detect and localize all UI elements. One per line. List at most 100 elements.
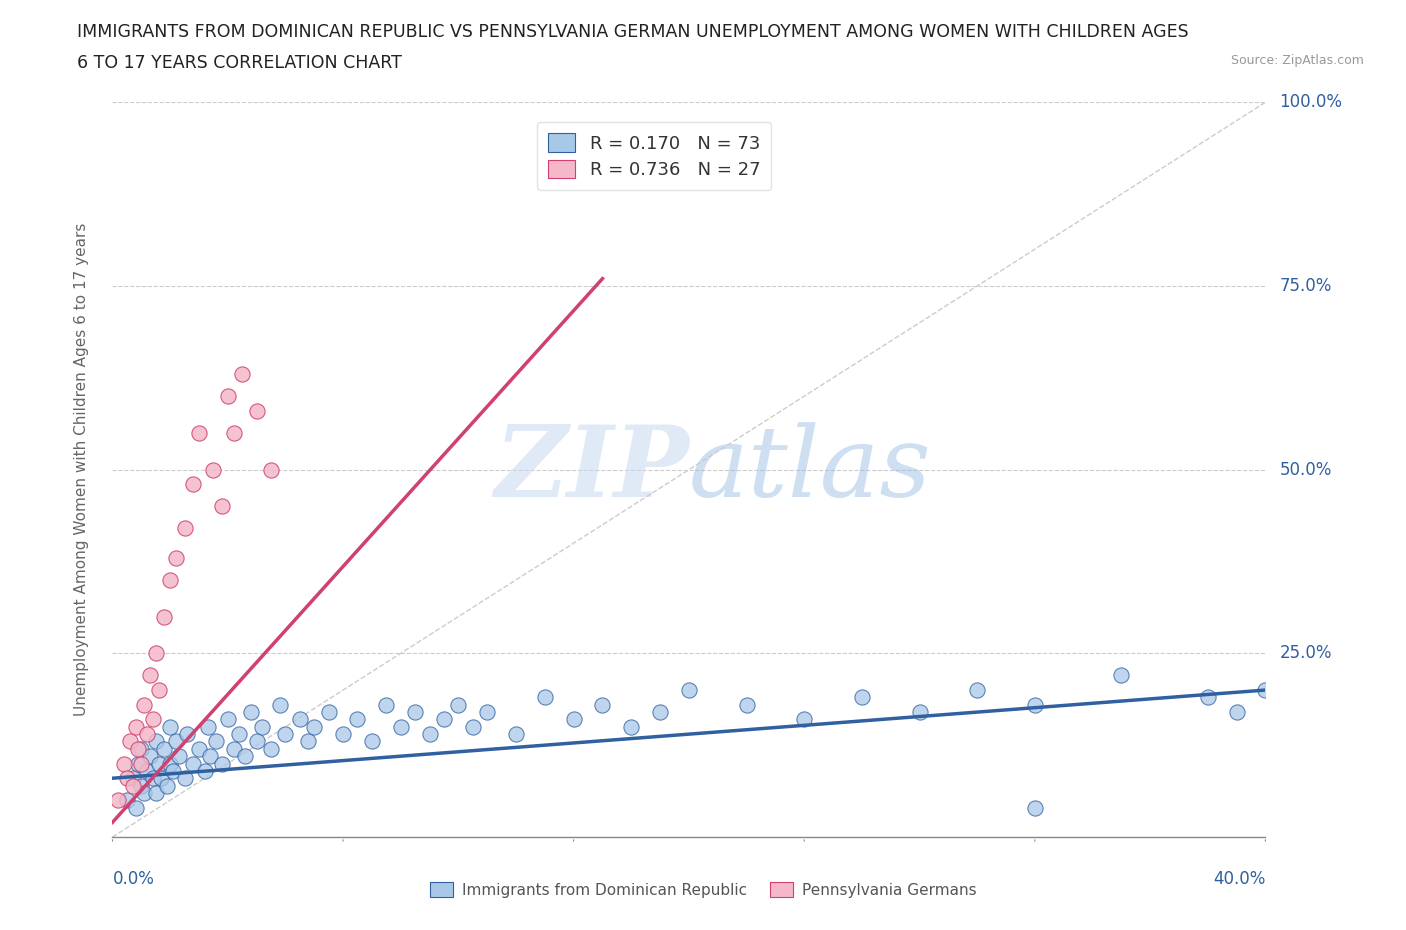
Point xyxy=(288,712,311,727)
Point xyxy=(332,726,354,741)
Point xyxy=(173,521,195,536)
Point xyxy=(115,792,138,807)
Point xyxy=(360,734,382,749)
Point xyxy=(176,726,198,741)
Text: 40.0%: 40.0% xyxy=(1213,870,1265,888)
Point xyxy=(156,778,179,793)
Point xyxy=(197,720,219,735)
Point xyxy=(211,756,233,771)
Point xyxy=(200,749,222,764)
Text: 25.0%: 25.0% xyxy=(1279,644,1331,662)
Point xyxy=(217,712,239,727)
Point xyxy=(346,712,368,727)
Point xyxy=(188,426,211,441)
Point xyxy=(153,609,176,624)
Text: 100.0%: 100.0% xyxy=(1279,93,1343,112)
Point xyxy=(124,720,146,735)
Point xyxy=(239,705,262,720)
Point xyxy=(134,698,156,712)
Point xyxy=(274,726,297,741)
Point xyxy=(145,734,167,749)
Point xyxy=(433,712,456,727)
Point xyxy=(129,778,153,793)
Point xyxy=(562,712,585,727)
Legend: R = 0.170   N = 73, R = 0.736   N = 27: R = 0.170 N = 73, R = 0.736 N = 27 xyxy=(537,123,772,190)
Point xyxy=(222,426,245,441)
Point xyxy=(735,698,758,712)
Text: Source: ZipAtlas.com: Source: ZipAtlas.com xyxy=(1230,54,1364,67)
Point xyxy=(304,720,326,735)
Point xyxy=(260,462,283,477)
Point xyxy=(181,756,204,771)
Point xyxy=(447,698,470,712)
Text: 6 TO 17 YEARS CORRELATION CHART: 6 TO 17 YEARS CORRELATION CHART xyxy=(77,54,402,72)
Point xyxy=(252,720,274,735)
Point xyxy=(260,741,283,756)
Point xyxy=(107,792,129,807)
Point xyxy=(194,764,217,778)
Point xyxy=(297,734,319,749)
Point xyxy=(461,720,484,735)
Y-axis label: Unemployment Among Women with Children Ages 6 to 17 years: Unemployment Among Women with Children A… xyxy=(75,223,89,716)
Point xyxy=(269,698,291,712)
Point xyxy=(167,749,190,764)
Point xyxy=(375,698,398,712)
Point xyxy=(205,734,228,749)
Point xyxy=(127,741,149,756)
Point xyxy=(419,726,441,741)
Point xyxy=(162,764,184,778)
Point xyxy=(129,741,153,756)
Point xyxy=(148,683,170,698)
Point xyxy=(121,771,143,786)
Point xyxy=(145,646,167,661)
Point xyxy=(145,786,167,801)
Text: 0.0%: 0.0% xyxy=(112,870,155,888)
Point xyxy=(188,741,211,756)
Point xyxy=(534,690,557,705)
Point xyxy=(246,734,269,749)
Point xyxy=(1024,698,1046,712)
Point xyxy=(127,756,149,771)
Point xyxy=(118,734,141,749)
Point xyxy=(228,726,250,741)
Point xyxy=(246,404,269,418)
Point xyxy=(908,705,931,720)
Point xyxy=(139,668,162,683)
Point xyxy=(173,771,195,786)
Point xyxy=(150,771,173,786)
Point xyxy=(620,720,643,735)
Point xyxy=(1226,705,1249,720)
Point xyxy=(475,705,499,720)
Point xyxy=(148,756,170,771)
Point xyxy=(142,712,165,727)
Point xyxy=(217,389,239,404)
Point xyxy=(165,734,187,749)
Point xyxy=(112,756,135,771)
Point xyxy=(678,683,700,698)
Point xyxy=(1024,800,1046,815)
Legend: Immigrants from Dominican Republic, Pennsylvania Germans: Immigrants from Dominican Republic, Penn… xyxy=(423,875,983,904)
Text: atlas: atlas xyxy=(689,422,932,517)
Point xyxy=(165,551,187,565)
Text: ZIP: ZIP xyxy=(494,421,689,518)
Point xyxy=(233,749,256,764)
Point xyxy=(650,705,672,720)
Text: 50.0%: 50.0% xyxy=(1279,460,1331,479)
Point xyxy=(159,720,181,735)
Point xyxy=(153,741,176,756)
Point xyxy=(222,741,245,756)
Point xyxy=(966,683,988,698)
Point xyxy=(124,800,146,815)
Point xyxy=(1111,668,1133,683)
Point xyxy=(318,705,340,720)
Text: IMMIGRANTS FROM DOMINICAN REPUBLIC VS PENNSYLVANIA GERMAN UNEMPLOYMENT AMONG WOM: IMMIGRANTS FROM DOMINICAN REPUBLIC VS PE… xyxy=(77,23,1189,41)
Point xyxy=(1197,690,1219,705)
Point xyxy=(181,477,204,492)
Point xyxy=(159,573,181,588)
Point xyxy=(231,366,253,381)
Point xyxy=(389,720,412,735)
Point xyxy=(793,712,815,727)
Point xyxy=(134,786,156,801)
Point xyxy=(129,756,153,771)
Point xyxy=(505,726,527,741)
